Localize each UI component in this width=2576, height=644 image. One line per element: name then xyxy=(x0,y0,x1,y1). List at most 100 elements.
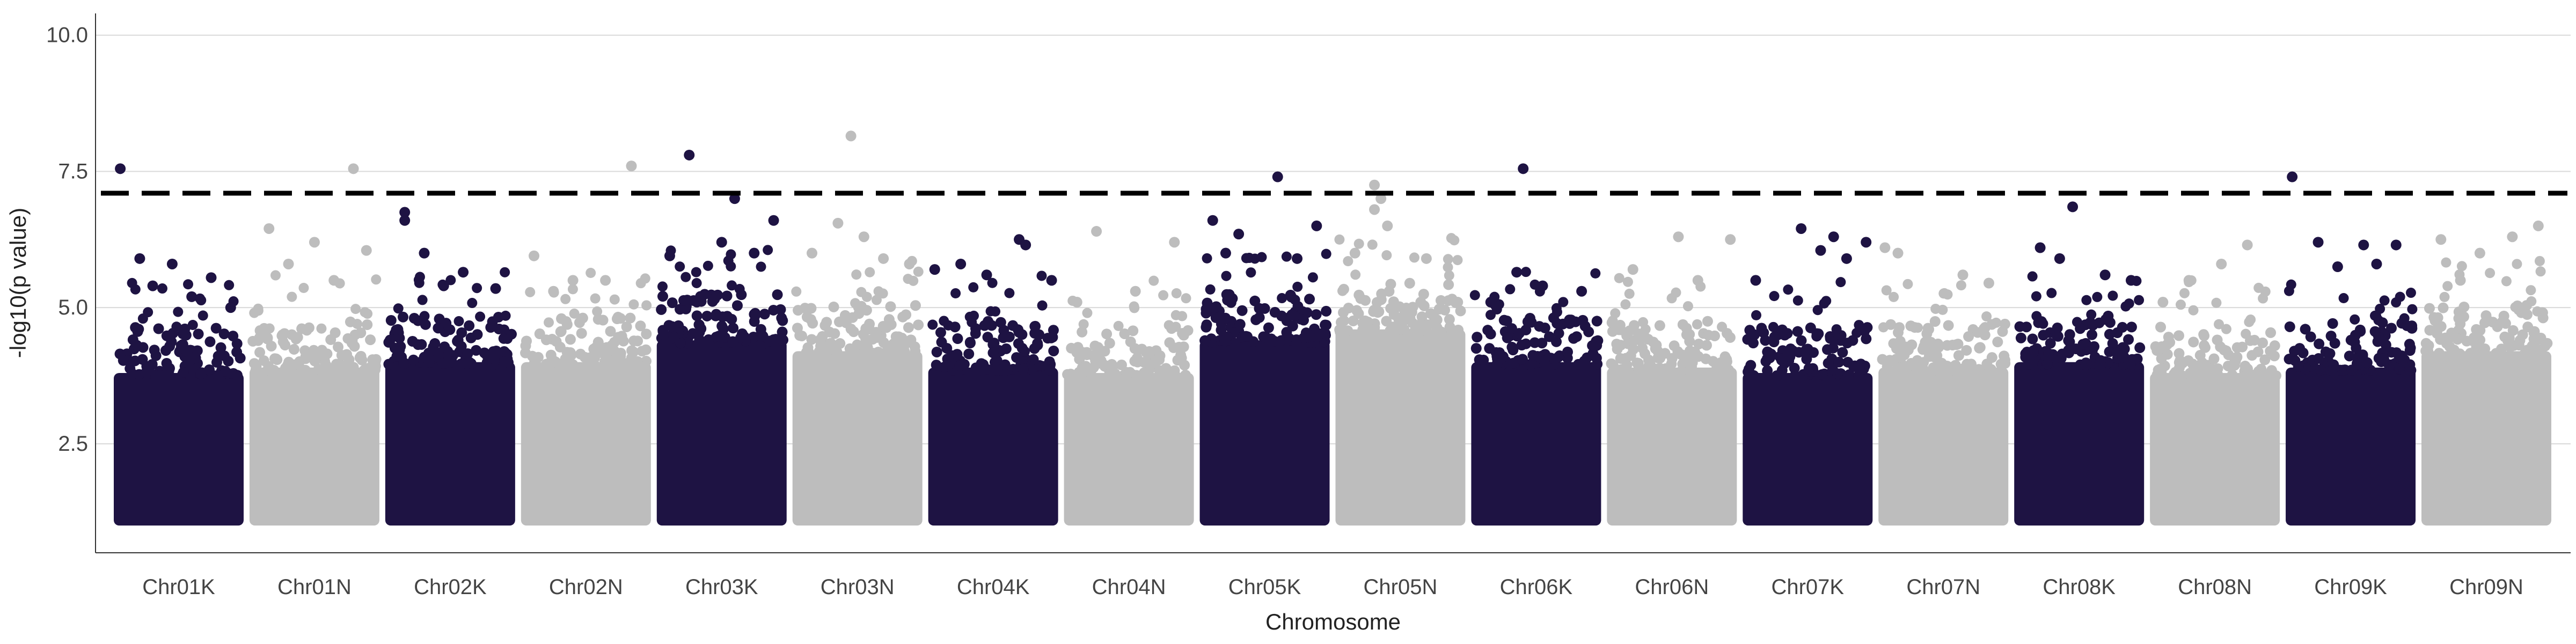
top-data-point xyxy=(529,250,540,261)
data-point xyxy=(1801,354,1812,365)
data-point xyxy=(1485,328,1496,340)
data-point xyxy=(1381,316,1392,327)
data-point xyxy=(2526,285,2536,296)
data-point xyxy=(1124,367,1136,378)
data-point xyxy=(694,326,705,338)
data-point xyxy=(1265,333,1277,345)
dense-points-body xyxy=(1743,373,1873,526)
data-point xyxy=(398,357,409,368)
data-point xyxy=(2085,317,2096,328)
chromosome-Chr02K xyxy=(383,207,517,526)
data-point xyxy=(1918,341,1929,352)
data-point xyxy=(1963,331,1974,342)
data-point xyxy=(2297,347,2309,358)
data-point xyxy=(1520,267,1531,277)
top-data-point xyxy=(1375,193,1387,204)
data-point xyxy=(178,367,189,378)
data-point xyxy=(2087,329,2098,340)
data-point xyxy=(935,327,946,338)
data-point xyxy=(420,319,431,330)
data-point xyxy=(2229,360,2240,371)
data-point xyxy=(394,332,405,343)
data-point xyxy=(950,288,961,299)
data-point xyxy=(1221,270,1232,281)
data-point xyxy=(1444,270,1454,281)
data-point xyxy=(1923,324,1935,335)
data-point xyxy=(995,317,1006,328)
data-point xyxy=(2424,325,2435,336)
data-point xyxy=(2103,310,2114,321)
data-point xyxy=(605,326,616,337)
data-point xyxy=(1652,346,1663,357)
data-point xyxy=(1113,320,1124,331)
data-point xyxy=(987,277,998,288)
data-point xyxy=(362,319,373,330)
data-point xyxy=(2052,323,2063,334)
top-data-point xyxy=(2242,239,2253,251)
data-point xyxy=(727,336,738,347)
data-point xyxy=(231,347,243,358)
data-point xyxy=(1199,335,1211,346)
data-point xyxy=(964,338,976,349)
data-point xyxy=(941,342,953,354)
data-point xyxy=(931,346,942,357)
data-point xyxy=(1889,291,1899,302)
data-point xyxy=(1748,370,1759,381)
data-point xyxy=(2038,318,2048,329)
data-point xyxy=(1973,364,1985,375)
data-point xyxy=(1502,332,1513,343)
data-point xyxy=(1240,331,1252,342)
data-point xyxy=(2179,288,2190,298)
data-point xyxy=(2396,350,2407,362)
data-point xyxy=(2512,259,2522,269)
data-point xyxy=(1565,314,1577,326)
data-point xyxy=(764,335,775,347)
data-point xyxy=(272,354,283,365)
data-point xyxy=(1311,309,1322,320)
chromosome-Chr06N xyxy=(1606,231,1737,526)
data-point xyxy=(1591,353,1602,364)
top-data-point xyxy=(600,275,611,286)
data-point xyxy=(1249,295,1261,306)
data-point xyxy=(1202,253,1212,264)
data-point xyxy=(1225,297,1236,308)
data-point xyxy=(1443,279,1454,290)
data-point xyxy=(2379,295,2390,306)
data-point xyxy=(2465,348,2476,359)
data-point xyxy=(2345,334,2357,346)
data-points xyxy=(114,130,2553,526)
data-point xyxy=(175,340,187,351)
top-data-point xyxy=(1692,275,1703,286)
data-point xyxy=(1430,326,1441,338)
data-point xyxy=(898,340,910,352)
data-point xyxy=(1892,341,1904,352)
data-point xyxy=(2095,355,2106,366)
data-point xyxy=(500,267,510,277)
data-point xyxy=(2270,370,2281,381)
data-point xyxy=(184,355,195,366)
top-data-point xyxy=(2390,239,2402,251)
chromosome-Chr09K xyxy=(2284,171,2418,526)
data-point xyxy=(1362,316,1373,327)
data-point xyxy=(2361,357,2373,368)
data-point xyxy=(2173,330,2184,341)
data-point xyxy=(1782,328,1793,339)
data-point xyxy=(462,358,473,369)
data-point xyxy=(370,354,382,365)
top-data-point xyxy=(1369,204,1380,215)
data-point xyxy=(1321,305,1332,317)
top-data-point xyxy=(2435,234,2447,245)
data-point xyxy=(114,348,126,360)
data-point xyxy=(214,350,225,361)
data-point xyxy=(952,333,963,344)
data-point xyxy=(641,328,652,340)
data-point xyxy=(1179,360,1190,371)
data-point xyxy=(873,286,884,297)
chromosome-Chr01N xyxy=(247,163,382,526)
data-point xyxy=(964,311,975,322)
data-point xyxy=(614,358,626,370)
top-data-point xyxy=(1485,297,1496,308)
data-point xyxy=(2423,340,2434,351)
data-point xyxy=(1610,308,1621,319)
data-point xyxy=(253,305,264,316)
